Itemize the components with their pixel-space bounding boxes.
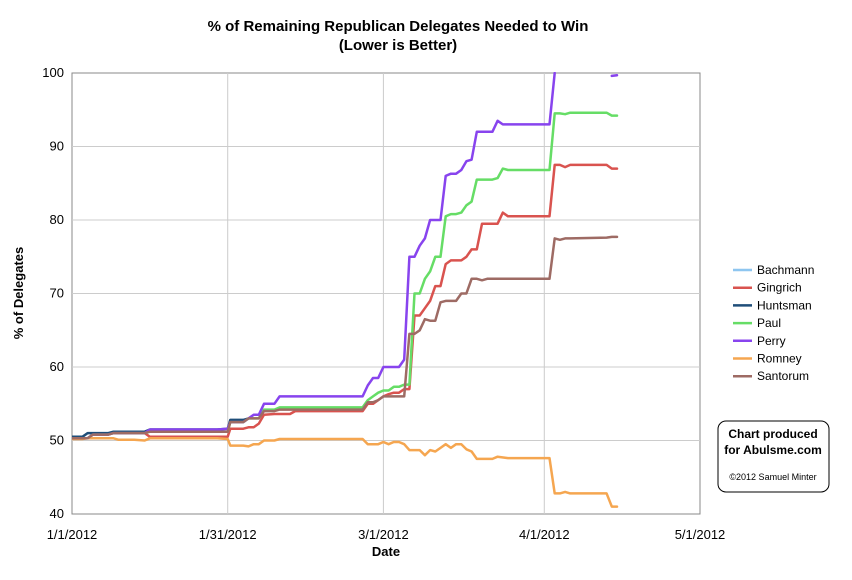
x-tick-label: 4/1/2012	[519, 527, 570, 542]
x-tick-label: 1/31/2012	[199, 527, 257, 542]
series-line-perry	[610, 73, 619, 78]
legend-label-paul: Paul	[757, 316, 781, 330]
credit-box: Chart produced for Abulsme.com ©2012 Sam…	[717, 420, 830, 493]
chart-subtitle: (Lower is Better)	[339, 37, 457, 54]
x-axis-title: Date	[372, 544, 400, 559]
legend: Bachmann Gingrich Huntsman Paul Perry Romney S…	[733, 263, 814, 383]
y-axis-title: % of Delegates	[11, 247, 26, 339]
x-tick-label: 5/1/2012	[675, 527, 726, 542]
credit-box-border	[717, 420, 830, 493]
credit-line1: Chart produced	[728, 427, 817, 441]
legend-label-santorum: Santorum	[757, 369, 809, 383]
x-tick-label: 3/1/2012	[358, 527, 409, 542]
y-tick-label: 60	[50, 359, 64, 374]
y-tick-label: 70	[50, 286, 64, 301]
chart-title: % of Remaining Republican Delegates Need…	[208, 18, 589, 35]
series-line-romney	[72, 437, 619, 508]
y-tick-label: 40	[50, 506, 64, 521]
credit-line2: for Abulsme.com	[724, 443, 822, 457]
series-line-perry	[72, 72, 556, 440]
legend-label-huntsman: Huntsman	[757, 298, 812, 312]
series-line-santorum	[72, 235, 619, 440]
legend-label-perry: Perry	[757, 334, 786, 348]
y-tick-label: 90	[50, 139, 64, 154]
legend-label-bachmann: Bachmann	[757, 263, 814, 277]
legend-label-romney: Romney	[757, 352, 802, 366]
credit-line3: ©2012 Samuel Minter	[729, 472, 816, 482]
series-lines	[72, 72, 619, 508]
x-tick-label: 1/1/2012	[47, 527, 98, 542]
y-tick-label: 100	[42, 65, 64, 80]
y-tick-label: 80	[50, 212, 64, 227]
tick-labels: 40 50 60 70 80 90 100 1/1/2012 1/31/2012 3/1/2012…	[42, 65, 725, 542]
y-tick-label: 50	[50, 433, 64, 448]
legend-label-gingrich: Gingrich	[757, 281, 802, 295]
